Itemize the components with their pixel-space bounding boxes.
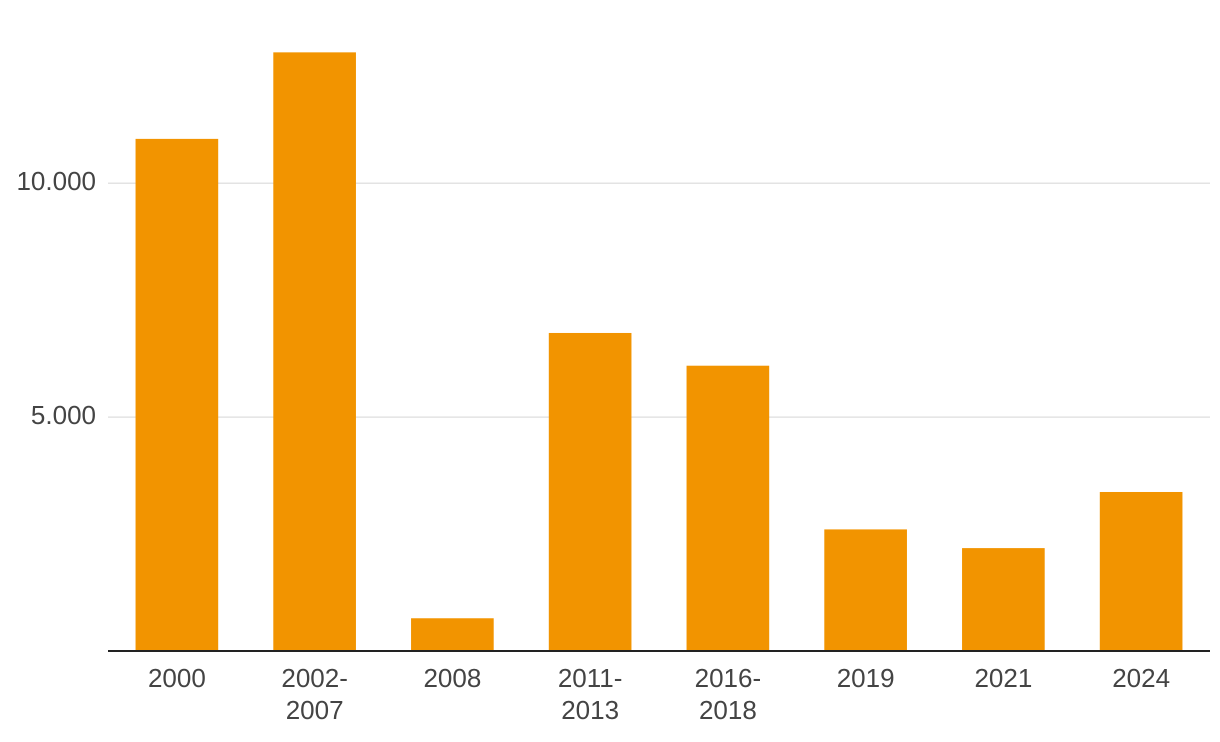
bar xyxy=(273,52,356,652)
bar xyxy=(135,138,219,651)
bar xyxy=(824,529,907,651)
x-tick-label: 2002-2007 xyxy=(281,663,348,725)
x-tick-label: 2000 xyxy=(147,663,206,693)
y-tick-label: 5.000 xyxy=(31,400,96,430)
bar xyxy=(962,548,1045,651)
x-tick-label: 2016-2018 xyxy=(694,663,762,725)
x-tick-label: 2021 xyxy=(974,663,1033,693)
bar xyxy=(411,618,494,651)
bar xyxy=(686,365,770,651)
y-tick-label: 10.000 xyxy=(16,166,96,196)
x-tick-label: 2011-2013 xyxy=(557,663,623,725)
x-tick-label: 2019 xyxy=(836,663,895,693)
bar xyxy=(548,332,632,651)
x-tick-label: 2024 xyxy=(1112,663,1171,693)
x-tick-label: 2008 xyxy=(423,663,482,693)
bar xyxy=(1099,491,1183,651)
